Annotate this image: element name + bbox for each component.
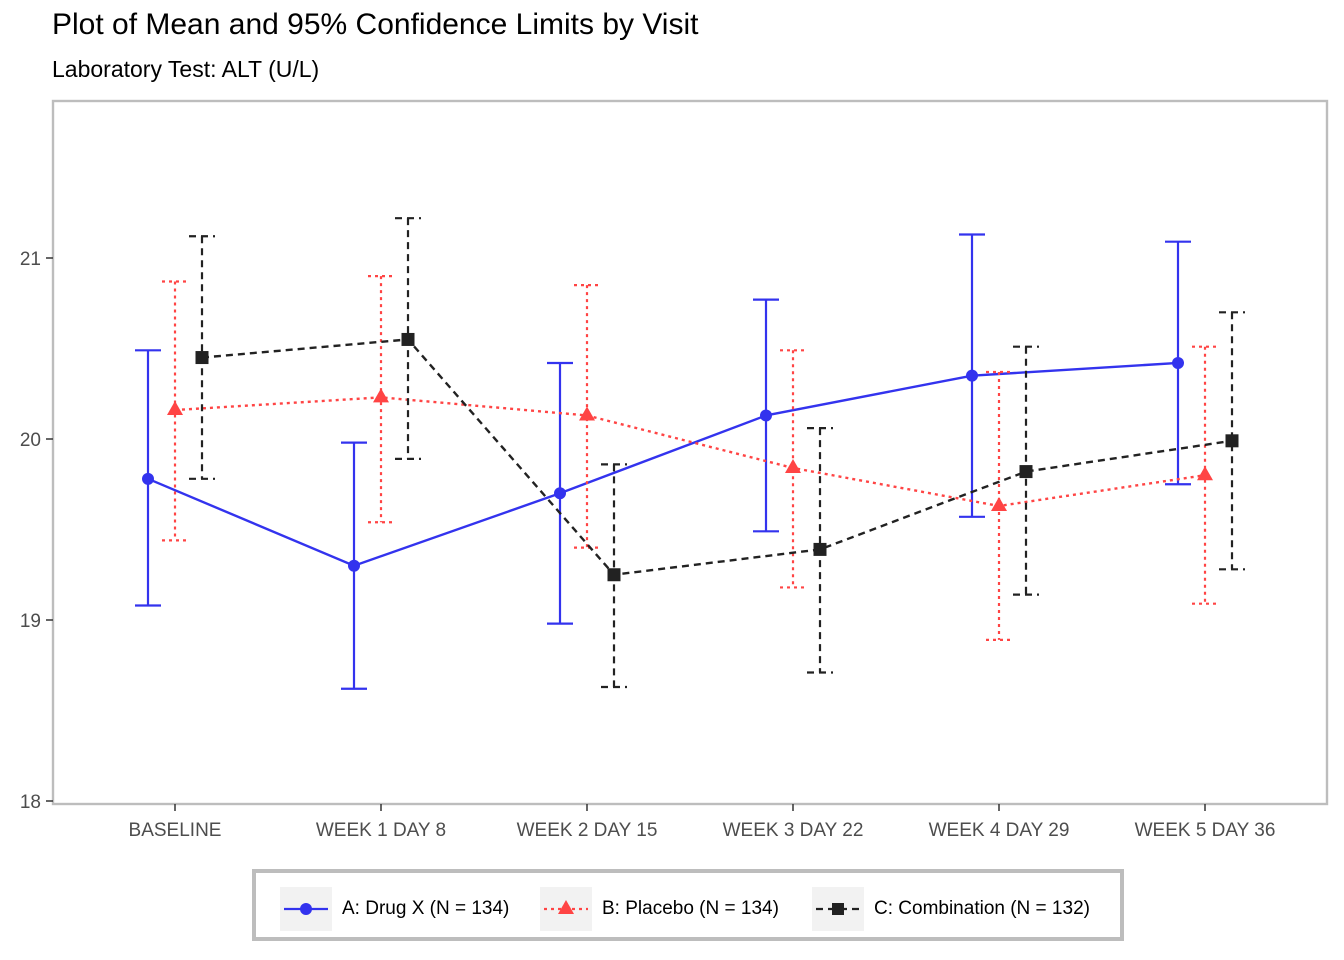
y-tick-label: 21 (20, 249, 41, 270)
x-tick-label: WEEK 5 DAY 36 (1135, 820, 1276, 841)
chart-legend: A: Drug X (N = 134) B: Placebo (N = 134)… (252, 869, 1124, 941)
y-tick-label: 18 (20, 792, 41, 813)
legend-label-placebo: B: Placebo (N = 134) (602, 898, 779, 919)
data-point-drug-x (760, 409, 772, 422)
legend-item-combination: C: Combination (N = 132) (812, 887, 1090, 931)
data-point-combination (195, 351, 209, 365)
y-tick-label: 20 (20, 430, 41, 451)
data-point-combination (1225, 434, 1239, 448)
data-point-combination (401, 332, 415, 346)
chart-title: Plot of Mean and 95% Confidence Limits b… (52, 8, 699, 41)
legend-item-drug-x: A: Drug X (N = 134) (280, 887, 510, 931)
legend-key-placebo (540, 887, 592, 931)
data-point-placebo (785, 458, 801, 473)
data-point-combination (813, 542, 827, 556)
data-point-drug-x (1172, 356, 1184, 369)
legend-key-drug-x (280, 887, 332, 931)
data-point-combination (1019, 465, 1033, 479)
chart-plot-area: 18 19 20 21 BASELINE WEEK 1 DAY 8 WEEK 2 DAY 1… (20, 99, 1329, 841)
data-point-placebo (373, 388, 389, 403)
x-tick-label: WEEK 3 DAY 22 (723, 820, 864, 841)
data-point-placebo (991, 496, 1007, 511)
legend-label-drug-x: A: Drug X (N = 134) (342, 898, 510, 919)
data-point-drug-x (348, 559, 360, 572)
chart-subtitle: Laboratory Test: ALT (U/L) (52, 56, 320, 82)
series-line-combination (201, 338, 1233, 577)
series-line-placebo (174, 396, 1206, 508)
data-point-placebo (579, 406, 595, 421)
legend-item-placebo: B: Placebo (N = 134) (540, 887, 779, 931)
data-point-placebo (1197, 466, 1213, 481)
x-tick-label: WEEK 2 DAY 15 (517, 820, 658, 841)
x-tick-label: WEEK 4 DAY 29 (929, 820, 1070, 841)
y-tick-label: 19 (20, 611, 41, 632)
x-tick-label: BASELINE (129, 820, 222, 841)
data-point-drug-x (966, 369, 978, 382)
data-point-combination (607, 568, 621, 582)
series-line-drug-x (147, 361, 1179, 567)
legend-label-combination: C: Combination (N = 132) (874, 898, 1090, 919)
data-point-placebo (167, 401, 183, 416)
legend-key-combination (812, 887, 864, 931)
data-point-drug-x (142, 472, 154, 485)
panel-border (51, 99, 1329, 806)
data-point-drug-x (554, 487, 566, 500)
x-tick-label: WEEK 1 DAY 8 (316, 820, 446, 841)
